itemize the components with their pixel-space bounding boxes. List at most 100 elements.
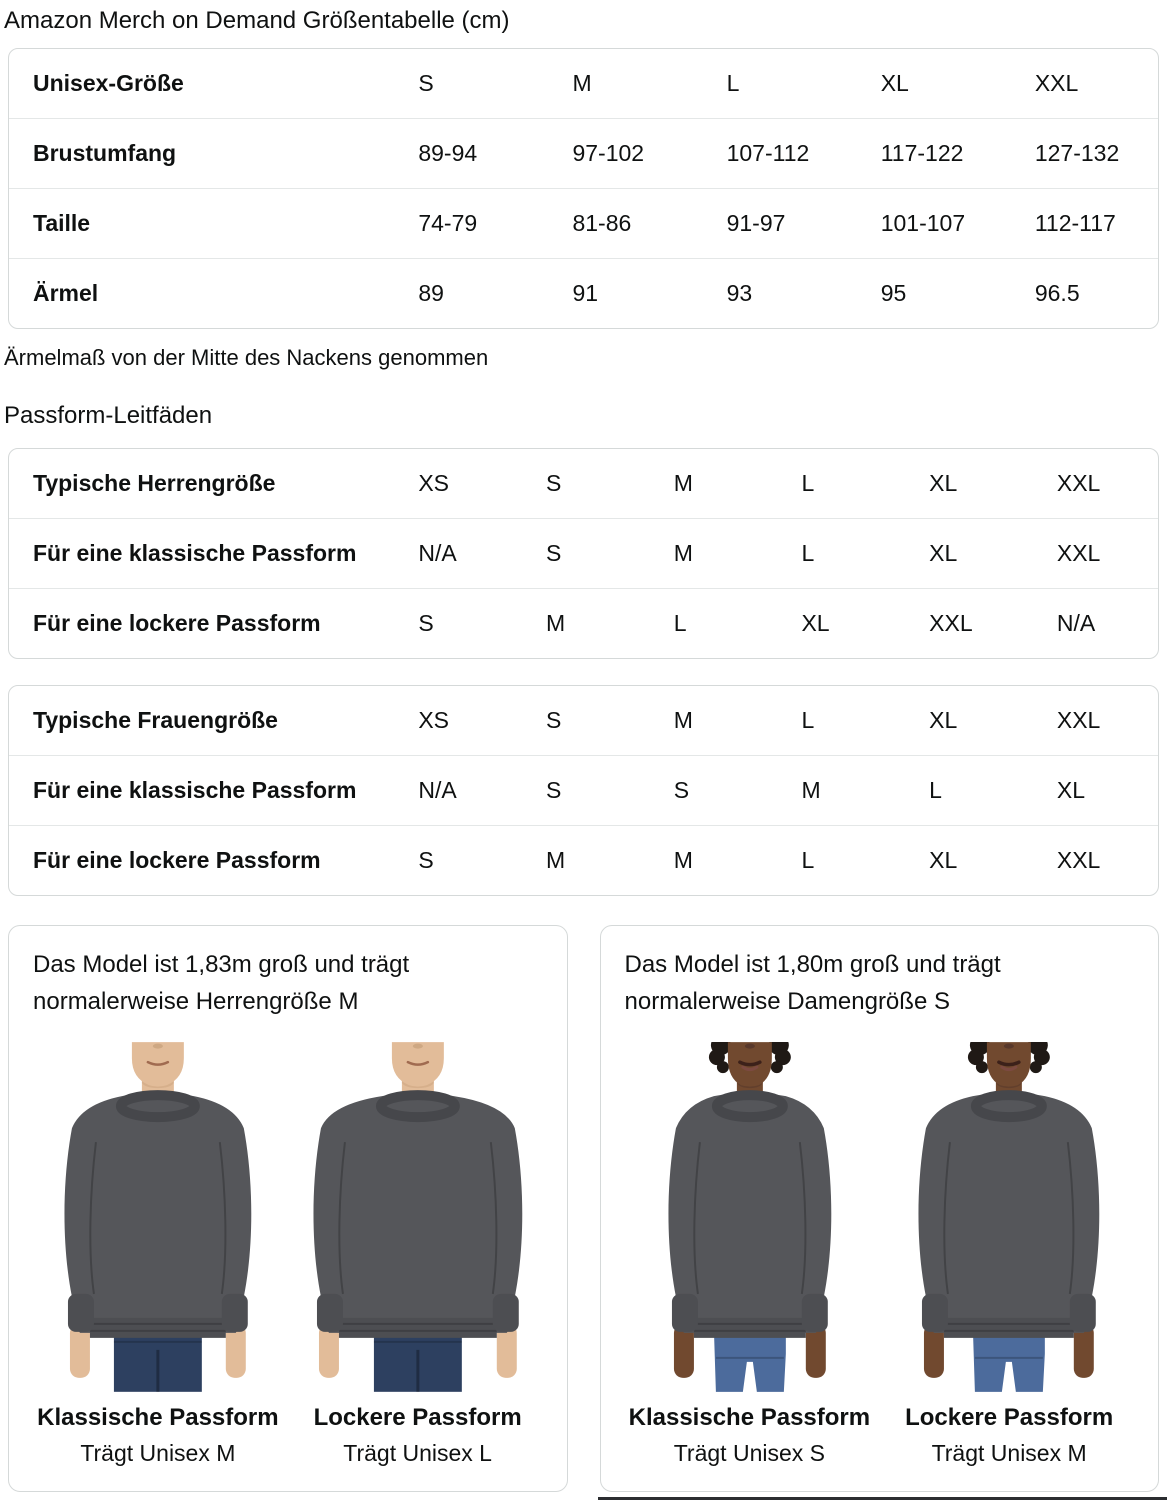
value-cell: XXL	[929, 610, 973, 636]
value-cell: M	[546, 847, 566, 873]
value-cell: N/A	[418, 540, 457, 566]
value-cell: M	[673, 707, 693, 733]
table-row: Für eine lockere Passform S M L XL XXL N…	[9, 588, 1158, 658]
row-label: Für eine klassische Passform	[33, 540, 357, 566]
value-cell: XXL	[1056, 540, 1101, 566]
male-model-loose-fit-photo	[292, 1042, 543, 1392]
value-cell: XXL	[1056, 470, 1101, 496]
value-cell: S	[418, 610, 434, 636]
size-worn-label: Trägt Unisex S	[673, 1440, 825, 1466]
size-column-header: M	[572, 70, 592, 96]
card-heading: Das Model ist 1,83m groß und trägt norma…	[33, 951, 410, 1015]
fit-guides-title: Passform-Leitfäden	[4, 402, 213, 429]
size-worn-label: Trägt Unisex M	[931, 1440, 1087, 1466]
row-label: Unisex-Größe	[33, 70, 184, 96]
value-cell: L	[673, 610, 687, 636]
size-worn-label: Trägt Unisex M	[80, 1440, 236, 1466]
table-row: Für eine lockere Passform S M M L XL XXL	[9, 825, 1158, 895]
card-heading: Das Model ist 1,80m groß und trägt norma…	[624, 951, 1001, 1015]
value-cell: XL	[929, 707, 958, 733]
table-row: Unisex-Größe S M L XL XXL	[9, 49, 1158, 118]
size-column-header: S	[418, 70, 434, 96]
row-label: Ärmel	[33, 280, 99, 306]
value-cell: 97-102	[572, 140, 645, 166]
value-cell: XS	[418, 707, 450, 733]
value-cell: L	[929, 777, 942, 803]
value-cell: S	[418, 847, 434, 873]
value-cell: XXL	[1056, 847, 1101, 873]
value-cell: 91-97	[726, 210, 786, 236]
value-cell: XXL	[1056, 707, 1101, 733]
row-label: Taille	[33, 210, 91, 236]
value-cell: XL	[1056, 777, 1085, 803]
value-cell: 89-94	[418, 140, 478, 166]
value-cell: 112-117	[1034, 210, 1116, 236]
value-cell: M	[801, 777, 821, 803]
bottom-edge-bar	[598, 1497, 1167, 1500]
row-label: Typische Frauengröße	[33, 707, 278, 733]
table-row: Brustumfang 89-94 97-102 107-112 117-122…	[9, 118, 1158, 188]
row-label: Brustumfang	[33, 140, 177, 166]
model-figure: Lockere Passform Trägt Unisex M	[884, 1042, 1134, 1467]
value-cell: 96.5	[1034, 280, 1080, 306]
value-cell: M	[673, 540, 693, 566]
value-cell: 127-132	[1034, 140, 1120, 166]
value-cell: 93	[726, 280, 753, 306]
value-cell: L	[801, 540, 815, 566]
model-figure: Klassische Passform Trägt Unisex S	[624, 1042, 875, 1467]
womens-model-card: Das Model ist 1,80m groß und trägt norma…	[599, 925, 1159, 1492]
female-model-classic-fit-photo	[624, 1042, 875, 1392]
value-cell: 81-86	[572, 210, 632, 236]
value-cell: 107-112	[726, 140, 810, 166]
female-model-loose-fit-photo	[884, 1042, 1134, 1392]
page-title: Amazon Merch on Demand Größentabelle (cm…	[4, 7, 510, 34]
mens-fit-table: Typische Herrengröße XS S M L XL XXL Für…	[8, 448, 1159, 659]
value-cell: 91	[572, 280, 599, 306]
value-cell: S	[546, 777, 562, 803]
value-cell: M	[673, 847, 693, 873]
value-cell: N/A	[418, 777, 457, 803]
value-cell: XL	[929, 540, 958, 566]
value-cell: 101-107	[880, 210, 966, 236]
size-column-header: XL	[880, 70, 909, 96]
value-cell: L	[801, 707, 815, 733]
value-cell: XL	[929, 847, 958, 873]
model-figure: Klassische Passform Trägt Unisex M	[33, 1042, 283, 1467]
value-cell: 89	[418, 280, 444, 306]
value-cell: S	[546, 470, 562, 496]
value-cell: N/A	[1056, 610, 1096, 636]
fit-label: Lockere Passform	[313, 1404, 522, 1431]
row-label: Für eine lockere Passform	[33, 847, 321, 873]
table-row: Typische Herrengröße XS S M L XL XXL	[9, 449, 1158, 518]
fit-label: Klassische Passform	[37, 1404, 279, 1431]
model-figure: Lockere Passform Trägt Unisex L	[292, 1042, 543, 1467]
table-row: Typische Frauengröße XS S M L XL XXL	[9, 686, 1158, 755]
value-cell: XS	[418, 470, 450, 496]
unisex-size-table: Unisex-Größe S M L XL XXL Brustumfang 89…	[8, 48, 1159, 329]
model-cards: Das Model ist 1,83m groß und trägt norma…	[8, 925, 1159, 1492]
row-label: Für eine klassische Passform	[33, 777, 357, 803]
fit-label: Klassische Passform	[628, 1404, 871, 1431]
value-cell: L	[801, 470, 815, 496]
value-cell: 95	[880, 280, 907, 306]
value-cell: S	[546, 707, 562, 733]
table-row: Taille 74-79 81-86 91-97 101-107 112-117	[9, 188, 1158, 258]
value-cell: 117-122	[880, 140, 964, 166]
size-worn-label: Trägt Unisex L	[343, 1440, 492, 1466]
value-cell: S	[673, 777, 690, 803]
value-cell: M	[546, 610, 566, 636]
value-cell: L	[801, 847, 815, 873]
value-cell: 74-79	[418, 210, 478, 236]
table-row: Für eine klassische Passform N/A S S M L…	[9, 755, 1158, 825]
value-cell: XL	[929, 470, 958, 496]
value-cell: XL	[801, 610, 830, 636]
size-column-header: L	[726, 70, 740, 96]
mens-model-card: Das Model ist 1,83m groß und trägt norma…	[8, 925, 568, 1492]
size-column-header: XXL	[1034, 70, 1079, 96]
fit-label: Lockere Passform	[905, 1404, 1114, 1431]
male-model-classic-fit-photo	[33, 1042, 283, 1392]
value-cell: S	[546, 540, 562, 566]
table-row: Ärmel 89 91 93 95 96.5	[9, 258, 1158, 328]
row-label: Typische Herrengröße	[33, 470, 276, 496]
table-row: Für eine klassische Passform N/A S M L X…	[9, 518, 1158, 588]
